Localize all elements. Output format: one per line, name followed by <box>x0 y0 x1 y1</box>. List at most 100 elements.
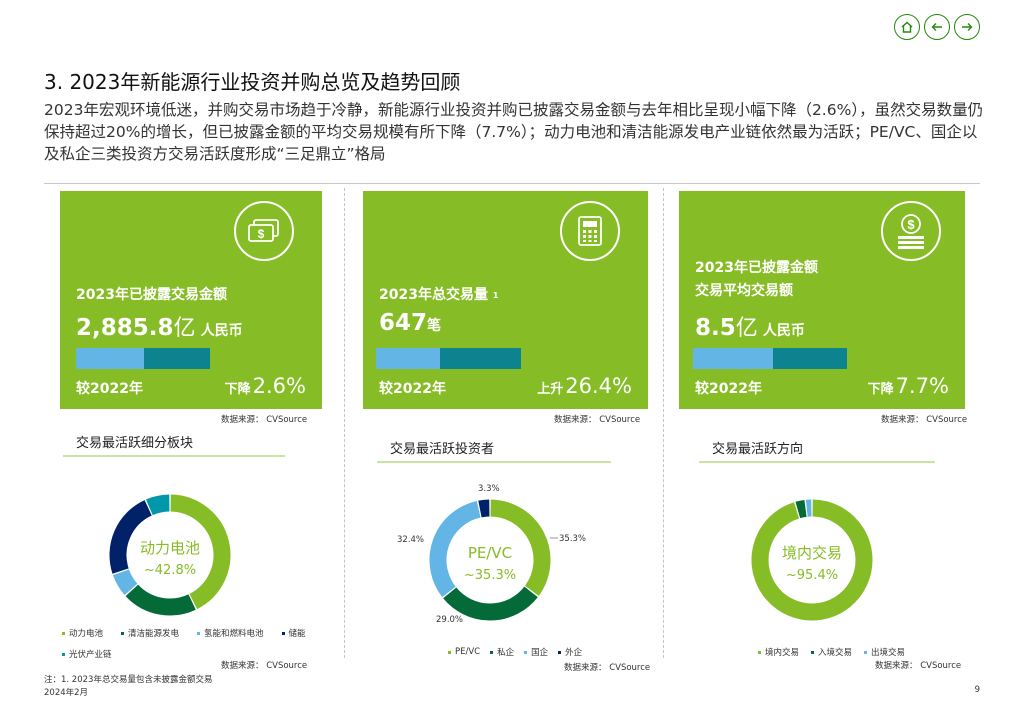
arrow-right-icon[interactable] <box>954 14 980 40</box>
kpi-label-line: 2023年已披露金额 <box>695 260 818 276</box>
chart-legend: PE/VC 私企 国企 外企 <box>448 646 648 658</box>
change-percent: 2.6% <box>252 374 306 398</box>
data-label: 3.3% <box>478 484 500 494</box>
kpi-bar <box>693 348 847 369</box>
legend-item: 储能 <box>281 627 306 639</box>
legend-swatch <box>758 650 761 654</box>
kpi-card-volume: 2023年总交易量 1 647笔 较2022年 上升 26.4% <box>363 191 648 409</box>
legend-label: 储能 <box>288 629 306 639</box>
kpi-value: 2,885.8亿 人民币 <box>76 310 243 342</box>
change-direction: 下降 <box>224 382 251 397</box>
legend-item: 清洁能源发电 <box>121 627 179 639</box>
legend-label: 入境交易 <box>818 648 853 658</box>
donut-center-label: 动力电池 <box>140 539 200 557</box>
kpi-value: 647笔 <box>379 310 441 336</box>
direction-donut-chart: 境内交易 ~95.4% <box>751 499 873 621</box>
kpi-comparison: 较2022年 下降 7.7% <box>695 374 949 398</box>
legend-item: 光伏产业链 <box>62 648 112 660</box>
section-title: 交易最活跃细分板块 <box>76 436 194 451</box>
donut-segment-私企 <box>443 586 538 621</box>
page-summary: 2023年宏观环境低迷，并购交易市场趋于冷静，新能源行业投资并购已披露交易金额与… <box>44 101 984 163</box>
legend-label: 国企 <box>531 648 549 658</box>
report-date: 2024年2月 <box>44 688 89 698</box>
data-source: 数据来源： CVSource <box>564 663 651 673</box>
bar-segment <box>773 348 847 369</box>
legend-item: 动力电池 <box>62 627 103 639</box>
change: 上升 26.4% <box>537 374 632 398</box>
change-direction: 上升 <box>537 382 564 397</box>
nav-buttons <box>894 14 980 40</box>
kpi-number: 8.5 <box>695 315 736 341</box>
donut-center-value: ~35.3% <box>464 568 516 583</box>
chart-legend: 动力电池 清洁能源发电 氢能和燃料电池 储能光伏产业链 <box>62 627 322 660</box>
kpi-unit: 亿 <box>735 316 758 341</box>
kpi-unit: 笔 <box>427 318 442 334</box>
donut-segment-清洁能源发电 <box>125 584 196 616</box>
legend-item: 私企 <box>490 646 514 658</box>
change: 下降 2.6% <box>225 374 306 398</box>
legend-item: 境内交易 <box>758 646 799 658</box>
legend-item: 出境交易 <box>864 646 905 658</box>
arrow-left-icon[interactable] <box>924 14 950 40</box>
legend-label: 私企 <box>497 648 515 658</box>
change-percent: 7.7% <box>895 374 949 398</box>
cash-icon: $ <box>234 201 294 261</box>
legend-item: PE/VC <box>448 646 480 658</box>
legend-swatch <box>558 650 562 654</box>
donut-segment-储能 <box>109 500 153 574</box>
section-title: 交易最活跃方向 <box>712 442 804 457</box>
legend-swatch <box>864 650 868 654</box>
section-underline <box>377 461 611 463</box>
legend-swatch <box>490 650 494 654</box>
legend-label: 氢能和燃料电池 <box>204 629 264 639</box>
kpi-comparison: 较2022年 下降 2.6% <box>76 374 306 398</box>
legend-item: 入境交易 <box>811 646 852 658</box>
section-underline <box>699 461 935 463</box>
home-icon[interactable] <box>894 14 920 40</box>
data-label: 35.3% <box>559 534 586 544</box>
bar-segment <box>376 348 440 369</box>
kpi-number: 647 <box>379 310 428 336</box>
kpi-unit: 亿 <box>173 316 196 341</box>
legend-label: PE/VC <box>455 647 481 657</box>
data-source: 数据来源： CVSource <box>881 415 968 425</box>
legend-label: 动力电池 <box>69 629 104 639</box>
page-number: 9 <box>974 685 980 695</box>
legend-swatch <box>197 631 201 635</box>
donut-segment-国企 <box>429 500 481 598</box>
page-title: 3. 2023年新能源行业投资并购总览及趋势回顾 <box>44 70 461 94</box>
chart-legend: 境内交易 入境交易 出境交易 <box>758 646 978 658</box>
kpi-label: 2023年已披露交易金额 <box>76 287 227 303</box>
donut-segment-氢能和燃料电池 <box>112 569 138 596</box>
kpi-currency: 人民币 <box>200 323 243 339</box>
coin-stack-icon: $ <box>881 201 941 261</box>
change-percent: 26.4% <box>565 374 632 398</box>
kpi-bar <box>76 348 210 369</box>
legend-label: 清洁能源发电 <box>128 629 180 639</box>
legend-swatch <box>448 650 451 654</box>
bar-segment <box>144 348 210 369</box>
kpi-card-amount: $ 2023年已披露交易金额 2,885.8亿 人民币 较2022年 下降 2.6… <box>60 191 322 409</box>
legend-swatch <box>281 631 285 635</box>
legend-item: 氢能和燃料电池 <box>197 627 264 639</box>
donut-segment-外企 <box>478 499 490 518</box>
legend-swatch <box>121 631 125 635</box>
compare-label: 较2022年 <box>695 381 762 397</box>
change: 下降 7.7% <box>868 374 949 398</box>
donut-center-value: ~42.8% <box>144 563 196 578</box>
section-title: 交易最活跃投资者 <box>390 442 495 457</box>
legend-swatch <box>62 631 65 635</box>
data-source: 数据来源： CVSource <box>221 661 308 671</box>
header-divider <box>44 183 980 184</box>
calculator-icon <box>560 201 620 261</box>
legend-swatch <box>62 652 65 656</box>
investor-label-layer: 3.3% 35.3% 29.0% 32.4% <box>397 484 586 625</box>
column-separator <box>663 188 664 658</box>
legend-label: 外企 <box>565 648 583 658</box>
column-separator <box>344 188 345 658</box>
data-source: 数据来源： CVSource <box>221 415 308 425</box>
footnote: 注：1. 2023年总交易量包含未披露金额交易 <box>44 675 213 685</box>
change-direction: 下降 <box>867 382 894 397</box>
compare-label: 较2022年 <box>379 381 446 397</box>
data-source: 数据来源： CVSource <box>875 661 962 671</box>
